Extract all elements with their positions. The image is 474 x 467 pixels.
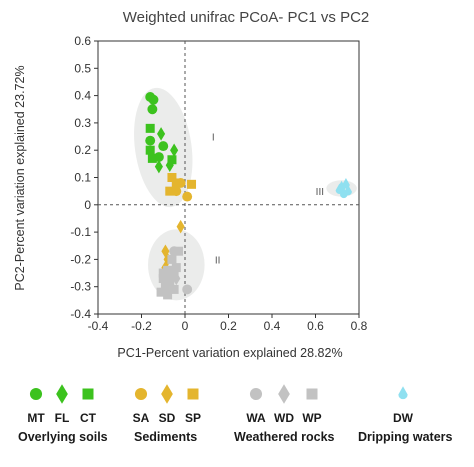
x-tick-label: 0.6 xyxy=(307,319,324,333)
y-tick-label: 0.6 xyxy=(74,34,91,48)
y-tick-label: 0.4 xyxy=(74,89,91,103)
data-point-mt xyxy=(158,141,169,152)
data-point-fl xyxy=(170,143,179,157)
legend-label-fl: FL xyxy=(54,411,70,425)
data-point-sd xyxy=(176,219,185,234)
legend-label-sd: SD xyxy=(158,411,176,425)
legend-marker-sd xyxy=(161,384,173,404)
legend-group-label: Overlying soils xyxy=(18,430,108,444)
legend xyxy=(29,384,408,404)
y-tick-label: 0.3 xyxy=(74,116,91,130)
legend-marker-fl xyxy=(56,384,68,404)
x-tick-label: -0.4 xyxy=(88,319,109,333)
data-point-mt xyxy=(147,104,158,115)
data-point-wp xyxy=(171,263,181,273)
x-tick-label: 0.2 xyxy=(220,319,237,333)
data-point-wp xyxy=(165,276,175,286)
plot-area: -0.4 -0.2 0 0.2 0.4 0.6 0.8 -0.4 -0.3 -0.2 -0.1 0 0.… xyxy=(70,34,367,333)
legend-marker-dw xyxy=(398,386,408,400)
data-point-wa xyxy=(182,284,193,295)
legend-marker-sp xyxy=(187,388,199,400)
data-point-wp xyxy=(173,246,183,256)
data-point-wp xyxy=(156,287,166,297)
x-tick-label: 0 xyxy=(182,319,189,333)
data-point-ct xyxy=(167,155,177,165)
legend-marker-sa xyxy=(134,387,148,401)
data-point-sp xyxy=(187,179,197,189)
x-tick-label: 0.8 xyxy=(351,319,368,333)
data-point-dw xyxy=(335,183,344,195)
legend-group-label: Sediments xyxy=(134,430,198,444)
y-tick-label: 0 xyxy=(84,198,91,212)
x-axis-label: PC1-Percent variation explained 28.82% xyxy=(117,346,342,360)
legend-label-wa: WA xyxy=(246,411,266,425)
chart-title: Weighted unifrac PCoA- PC1 vs PC2 xyxy=(123,9,370,26)
data-point-ct xyxy=(147,153,157,163)
cluster-label: II xyxy=(215,255,221,266)
y-tick-label: -0.1 xyxy=(70,225,91,239)
legend-marker-wd xyxy=(278,384,290,404)
legend-marker-mt xyxy=(29,387,43,401)
y-tick-label: 0.2 xyxy=(74,143,91,157)
legend-marker-ct xyxy=(82,388,94,400)
y-tick-label: -0.2 xyxy=(70,252,91,266)
data-point-sp xyxy=(171,178,181,188)
data-point-wp xyxy=(163,290,173,300)
plot-frame xyxy=(97,40,360,315)
x-tick-label: 0.4 xyxy=(264,319,281,333)
legend-label-mt: MT xyxy=(27,411,45,425)
x-tick-label: -0.2 xyxy=(131,319,152,333)
data-point-wp xyxy=(158,268,168,278)
data-point-wp xyxy=(167,254,177,264)
legend-label-dw: DW xyxy=(393,411,413,425)
data-point-ct xyxy=(145,145,155,155)
data-point-ct xyxy=(145,123,155,133)
legend-marker-wp xyxy=(306,388,318,400)
y-tick-label: -0.3 xyxy=(70,280,91,294)
legend-label-ct: CT xyxy=(80,411,96,425)
data-point-dw xyxy=(339,187,348,199)
data-point-wp xyxy=(169,284,179,294)
data-point-mt xyxy=(145,135,156,146)
data-point-wp xyxy=(158,274,168,284)
cluster-label: I xyxy=(212,133,215,144)
y-tick-label: 0.1 xyxy=(74,171,91,185)
data-point-sp xyxy=(165,186,175,196)
data-point-sd xyxy=(161,244,170,258)
data-point-wp xyxy=(167,271,177,281)
y-tick-label: 0.5 xyxy=(74,61,91,75)
y-tick-label: -0.4 xyxy=(70,307,91,321)
legend-label-wd: WD xyxy=(274,411,294,425)
cluster-label: III xyxy=(316,187,324,198)
legend-label-sa: SA xyxy=(132,411,150,425)
data-point-fl xyxy=(154,159,163,174)
legend-label-wp: WP xyxy=(302,411,322,425)
legend-marker-wa xyxy=(249,387,263,401)
data-point-wp xyxy=(160,282,170,292)
data-point-sa xyxy=(182,191,193,202)
data-point-sp xyxy=(167,173,177,182)
y-axis-label: PC2-Percent variation explained 23.72% xyxy=(13,65,27,290)
data-point-mt xyxy=(148,94,159,105)
legend-group-label: Dripping waters xyxy=(358,430,453,444)
data-point-fl xyxy=(157,127,166,141)
legend-group-label: Weathered rocks xyxy=(234,430,335,444)
legend-label-sp: SP xyxy=(184,411,201,425)
